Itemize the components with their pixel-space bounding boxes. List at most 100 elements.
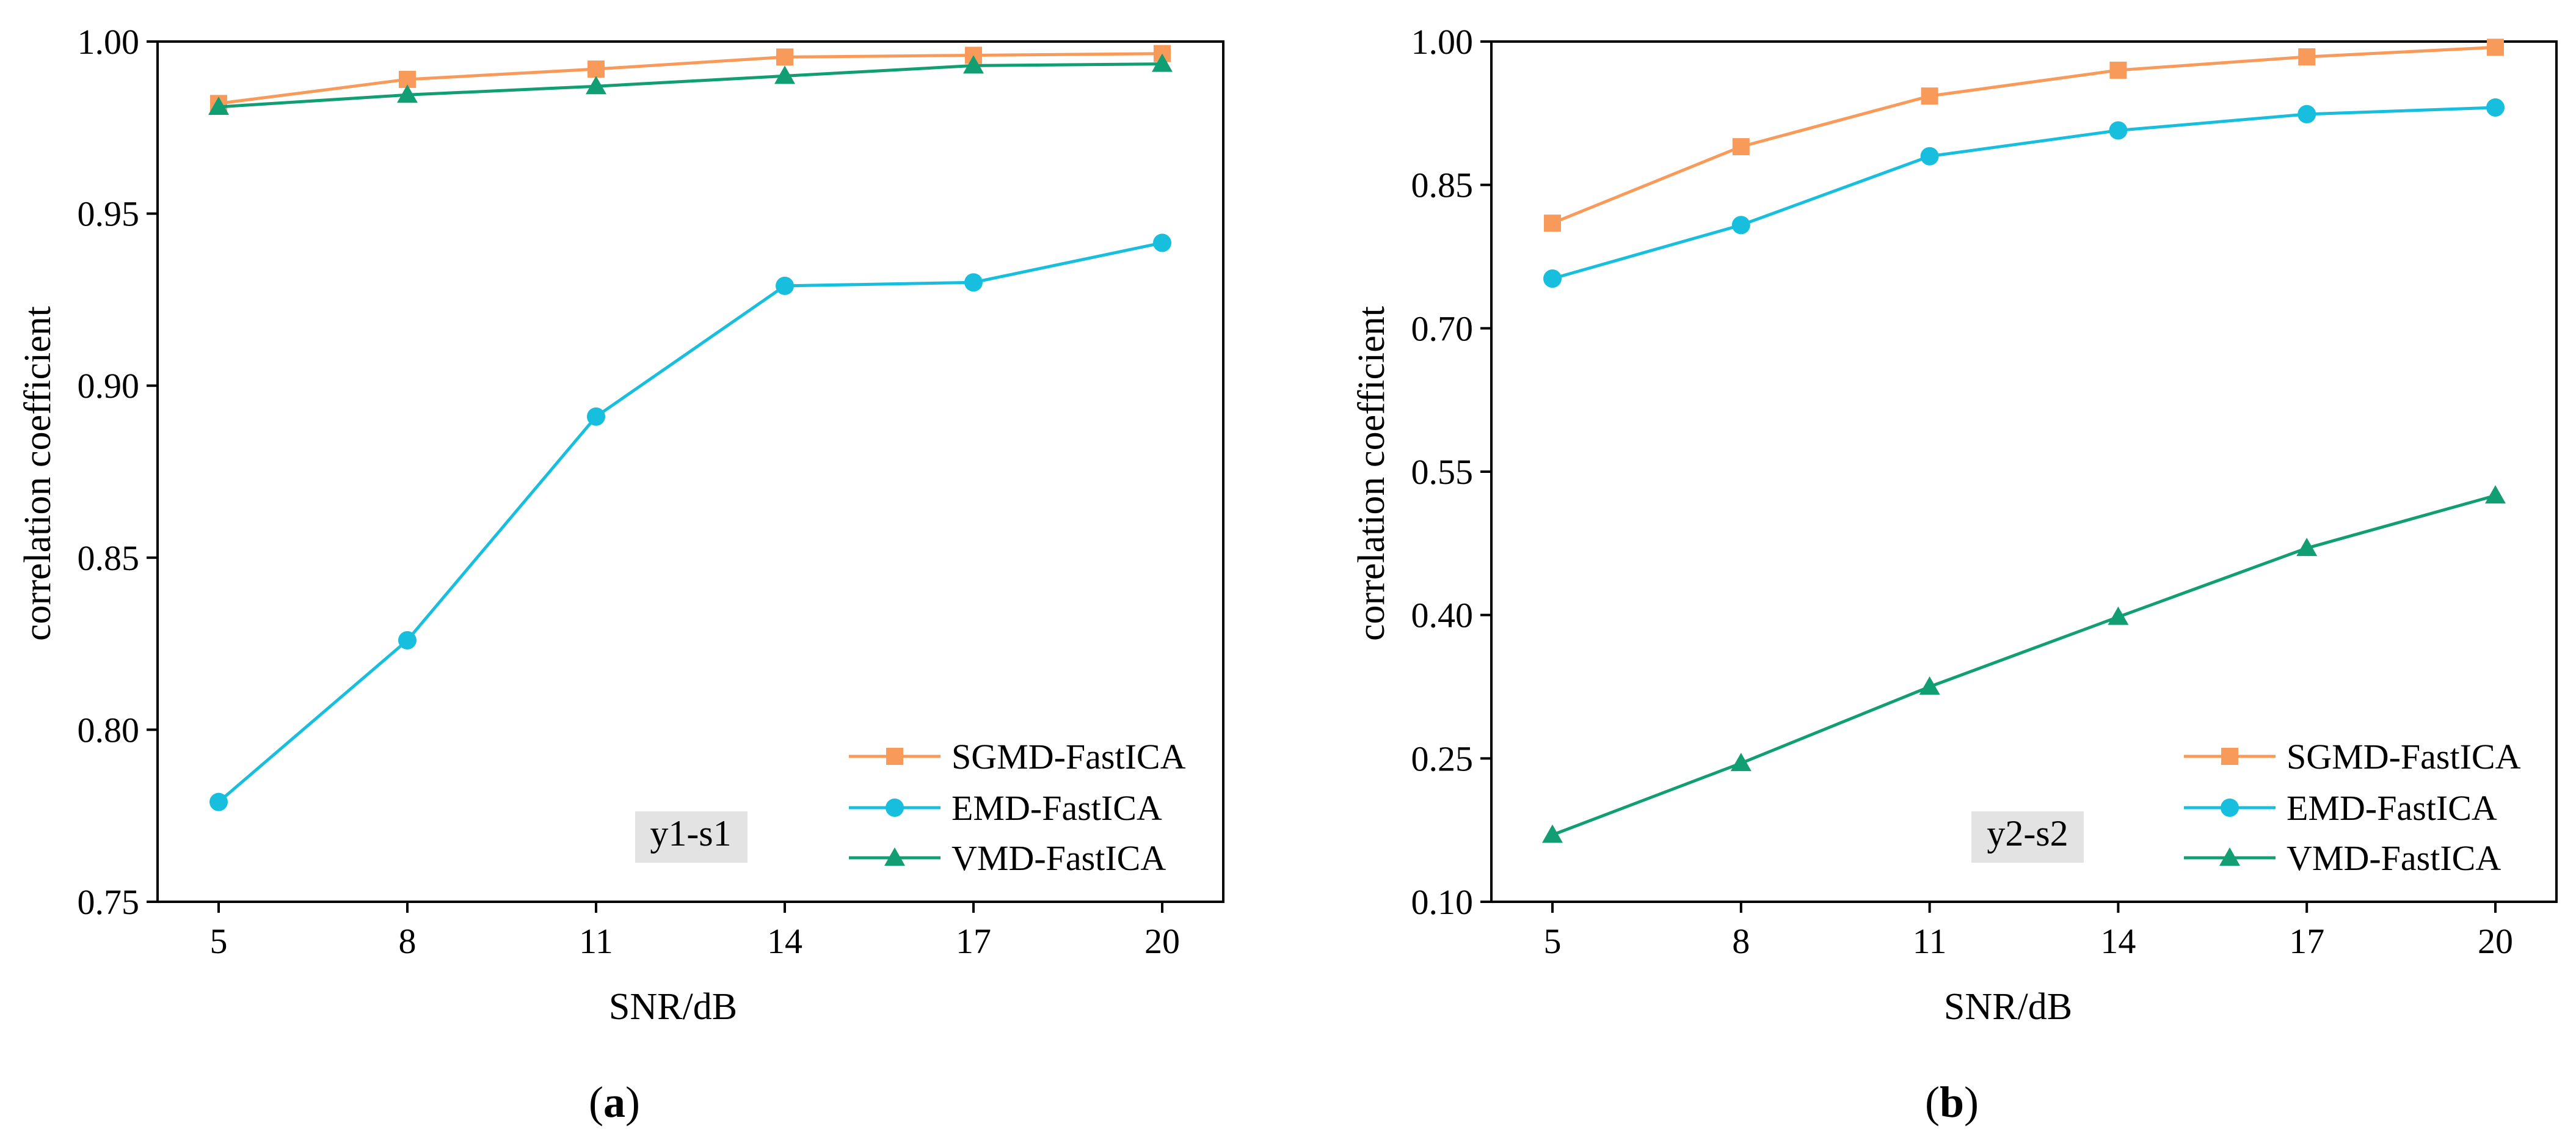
legend: SGMD-FastICA EMD-FastICA VMD-FastICA [2184, 737, 2521, 878]
series-line [1552, 45, 2496, 225]
x-tick-label: 20 [2478, 921, 2513, 961]
data-point-triangle [397, 84, 418, 103]
y-axis-title-b: correlation coefficient [1351, 306, 1392, 641]
data-point-triangle [2485, 485, 2506, 504]
plot-area-1: 0.10 0.25 0.40 0.55 0.70 0.85 1.00 5 8 11 14 17 20 SG… [1411, 22, 2558, 961]
annotation-box [1971, 811, 2084, 863]
data-point-circle [2221, 799, 2239, 817]
legend-entry-label: SGMD-FastICA [2287, 737, 2521, 777]
series-line [1552, 494, 2496, 836]
x-tick-label: 5 [210, 921, 228, 961]
data-point-square [2298, 48, 2316, 66]
data-point-circle [2109, 121, 2128, 140]
data-point-circle [1543, 269, 1562, 288]
y-axis-title-a: correlation coefficient [17, 306, 59, 641]
data-point-triangle [774, 65, 795, 84]
series-line [217, 241, 1163, 803]
data-point-circle [587, 407, 605, 426]
y-tick-label: 0.75 [78, 882, 140, 922]
series-line [1552, 106, 2496, 280]
x-tick-label: 5 [1544, 921, 1562, 961]
y-tick-label: 0.80 [78, 710, 140, 750]
series-line [218, 62, 1163, 109]
panel-caption-letter-b: b [1940, 1078, 1964, 1127]
data-point-circle [964, 273, 983, 292]
data-point-circle [1920, 147, 1939, 166]
data-point-triangle [1919, 676, 1940, 695]
legend-entry-label: EMD-FastICA [2287, 788, 2497, 828]
y-tick-label: 0.90 [78, 366, 140, 406]
y-tick-label: 0.25 [1411, 739, 1474, 778]
chart-panel-a: 0.75 0.80 0.85 0.90 0.95 1.00 5 8 11 14 17 20 SGMD-F… [17, 22, 1224, 1127]
x-axis-title-a: SNR/dB [609, 986, 737, 1028]
x-tick-label: 8 [1732, 921, 1750, 961]
y-tick-label: 0.10 [1411, 882, 1474, 922]
data-point-triangle [586, 76, 606, 95]
x-axis-title-b: SNR/dB [1944, 986, 2072, 1028]
legend-entry-label: VMD-FastICA [2287, 838, 2501, 878]
data-point-triangle [884, 847, 905, 866]
x-tick-label: 11 [1913, 921, 1947, 961]
y-tick-label: 0.85 [78, 538, 140, 578]
data-point-square [1732, 138, 1750, 156]
legend-entry-label: SGMD-FastICA [951, 737, 1186, 777]
series-vmd-fastica [208, 53, 1173, 115]
series-emd-fastica [1543, 98, 2505, 288]
plot-frame [156, 40, 1224, 903]
data-point-circle [2486, 98, 2505, 117]
panel-caption-a: (a) [589, 1078, 640, 1127]
x-tick-label: 20 [1144, 921, 1180, 961]
data-point-square [776, 48, 793, 66]
x-tick-label: 17 [956, 921, 991, 961]
legend-entry-label: VMD-FastICA [951, 838, 1166, 878]
series-vmd-fastica [1542, 485, 2506, 843]
data-point-triangle [208, 97, 229, 115]
legend: SGMD-FastICA EMD-FastICA VMD-FastICA [849, 737, 1186, 878]
data-point-square [2109, 61, 2127, 79]
panel-caption-letter-a: a [603, 1078, 625, 1127]
data-point-circle [209, 792, 228, 811]
series-line [218, 52, 1163, 105]
y-tick-label: 0.55 [1411, 452, 1474, 492]
y-tick-label: 0.85 [1411, 166, 1474, 205]
x-tick-label: 8 [399, 921, 417, 961]
annotation-label-a: y1-s1 [650, 813, 731, 854]
data-point-triangle [2108, 606, 2129, 625]
data-point-square [2487, 38, 2504, 56]
y-tick-label: 0.95 [78, 194, 140, 234]
annotation-box [635, 811, 748, 863]
x-tick-label: 14 [767, 921, 802, 961]
series-emd-fastica [209, 233, 1171, 811]
plot-area-0: 0.75 0.80 0.85 0.90 0.95 1.00 5 8 11 14 17 20 SGMD-F… [78, 22, 1224, 961]
data-point-square [1544, 214, 1561, 232]
chart-panel-b: 0.10 0.25 0.40 0.55 0.70 0.85 1.00 5 8 11 14 17 20 SG… [1351, 22, 2558, 1127]
data-point-triangle [1542, 824, 1563, 843]
data-point-triangle [963, 55, 984, 74]
x-tick-label: 17 [2289, 921, 2324, 961]
y-tick-label: 1.00 [1411, 22, 1474, 62]
data-point-circle [2298, 104, 2316, 123]
data-point-circle [1153, 233, 1171, 252]
data-point-square [588, 60, 605, 78]
y-tick-label: 0.70 [1411, 309, 1474, 348]
data-point-triangle [2219, 847, 2240, 866]
x-tick-label: 14 [2100, 921, 2136, 961]
data-point-triangle [1730, 753, 1752, 772]
panel-caption-b: (b) [1925, 1078, 1979, 1127]
y-tick-label: 0.40 [1411, 596, 1474, 635]
data-point-circle [886, 799, 904, 817]
legend-entry-label: EMD-FastICA [951, 788, 1162, 828]
x-tick-label: 11 [579, 921, 613, 961]
data-point-circle [1731, 216, 1750, 235]
data-point-triangle [2296, 538, 2318, 557]
annotation-label-b: y2-s2 [1987, 813, 2068, 854]
y-tick-label: 1.00 [78, 22, 140, 62]
data-point-triangle [1152, 53, 1173, 72]
data-point-circle [398, 631, 417, 649]
data-point-circle [776, 276, 794, 295]
data-point-square [886, 748, 903, 765]
data-point-square [2221, 748, 2238, 765]
series-sgmd-fastica [1544, 38, 2504, 232]
